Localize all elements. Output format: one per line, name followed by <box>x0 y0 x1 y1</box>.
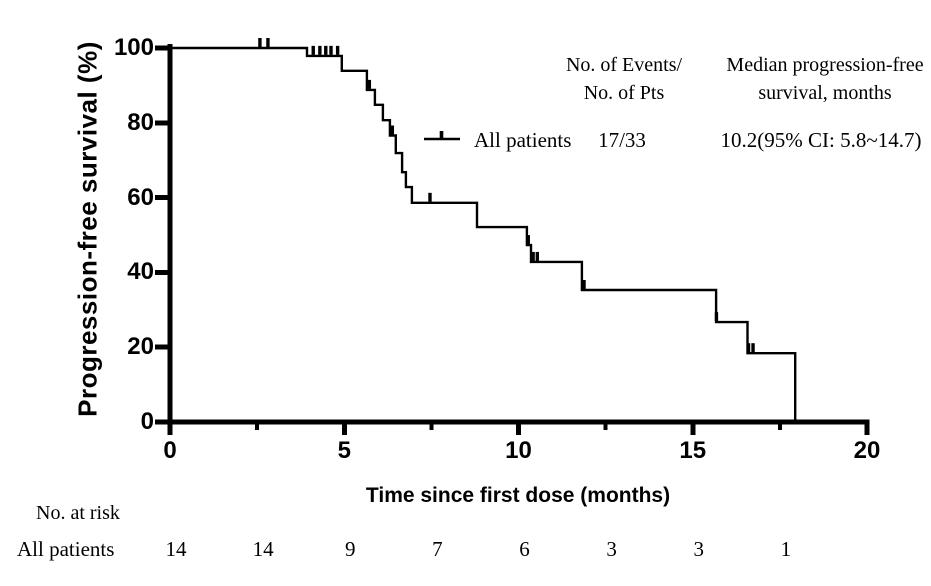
x-tick-label: 10 <box>505 437 532 464</box>
at-risk-row-label: All patients <box>17 537 115 561</box>
at-risk-value: 3 <box>693 537 705 561</box>
events-column-header: No. of Events/ No. of Pts <box>566 51 682 107</box>
censor-line-icon <box>424 131 460 141</box>
legend-median-value: 10.2(95% CI: 5.8~14.7) <box>720 128 922 152</box>
events-header-line1: No. of Events/ <box>565 54 683 76</box>
median-header-line1: Median progression-free <box>726 54 924 76</box>
at-risk-value: 3 <box>606 537 617 561</box>
at-risk-value: 1 <box>780 537 792 561</box>
x-tick-label: 5 <box>337 437 351 464</box>
y-tick-label: 20 <box>127 333 154 361</box>
x-tick-label: 0 <box>163 437 177 464</box>
median-header-line2: survival, months <box>758 82 892 104</box>
at-risk-title: No. at risk <box>36 502 120 524</box>
y-tick-label: 40 <box>127 258 154 286</box>
at-risk-value: 6 <box>519 537 530 561</box>
y-tick-label: 60 <box>127 183 154 211</box>
legend-series-label: All patients <box>474 128 572 152</box>
at-risk-value: 14 <box>252 537 274 561</box>
median-column-header: Median progression-free survival, months <box>726 51 923 107</box>
y-tick-label: 80 <box>127 108 154 136</box>
at-risk-value: 7 <box>432 537 443 561</box>
x-tick-label: 20 <box>853 437 881 464</box>
km-curve-all-patients <box>170 46 797 422</box>
x-tick-label: 15 <box>679 437 707 464</box>
y-tick-label: 0 <box>140 408 154 435</box>
events-header-line2: No. of Pts <box>583 82 665 104</box>
y-axis-title: Progression-free survival (%) <box>72 41 103 417</box>
y-tick-label: 100 <box>113 34 154 61</box>
at-risk-value: 14 <box>165 537 187 561</box>
legend-events-value: 17/33 <box>598 128 646 152</box>
at-risk-value: 9 <box>345 537 356 561</box>
x-axis-title: Time since first dose (months) <box>365 484 671 507</box>
